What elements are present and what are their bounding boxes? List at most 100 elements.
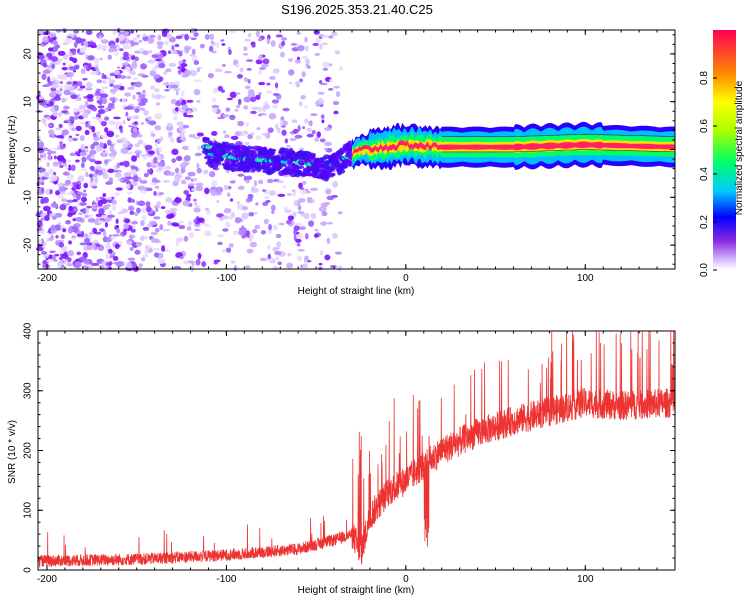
spectrogram-noise-blob: [316, 131, 321, 138]
spectrogram-noise-blob: [59, 80, 64, 85]
spectrogram-noise-blob: [284, 138, 289, 144]
colorbar-ticks: 0.0 0.2 0.4 0.6 0.8: [699, 71, 717, 277]
spectrogram-noise-blob: [295, 233, 304, 239]
spectrogram-noise-blob: [82, 77, 88, 81]
spectrogram-noise-blob: [51, 46, 59, 53]
spectrogram-noise-blob: [135, 152, 140, 159]
spectrogram-noise-blob: [134, 50, 142, 54]
spectrogram-noise-blob: [95, 65, 99, 72]
spectrogram-noise-blob: [97, 220, 105, 224]
spectrogram-noise-blob: [211, 104, 220, 109]
spectrogram-noise-blob: [283, 185, 287, 189]
spectrogram-noise-blob: [338, 66, 343, 71]
spectrogram-noise-blob: [303, 105, 308, 109]
spectrogram-noise-blob: [165, 68, 172, 73]
spectrogram-noise-blob: [52, 147, 59, 151]
spectrogram-noise-blob: [75, 37, 83, 44]
snr-x-tick-label: 0: [403, 574, 409, 585]
spectrogram-noise-blob: [170, 50, 179, 55]
spectrogram-noise-blob: [155, 102, 161, 106]
spectrogram-noise-blob: [217, 116, 223, 120]
spectrogram-noise-blob: [177, 220, 184, 224]
spectrogram-noise-blob: [184, 176, 192, 180]
spectrogram-noise-blob: [109, 83, 114, 87]
spectrogram-noise-blob: [83, 182, 89, 189]
spectrogram-ridge-edge-line: [441, 133, 676, 137]
spectrogram-noise-blob: [167, 220, 172, 226]
spectrogram-noise-blob: [56, 156, 64, 160]
spectrogram-noise-blob: [298, 101, 303, 107]
spectrogram-noise-blob: [155, 238, 160, 244]
spectrogram-noise-blob: [66, 251, 75, 256]
spectrogram-noise-blob: [53, 155, 57, 160]
spectrogram-noise-blob: [107, 120, 116, 124]
spectrogram-noise-blob: [171, 158, 177, 163]
spectrogram-noise-blob: [337, 265, 343, 271]
spectrogram-noise-blob: [186, 193, 192, 198]
spectrogram-noise-blob: [42, 254, 50, 259]
spectrogram-noise-blob: [213, 261, 219, 265]
spectrogram-noise-blob: [301, 56, 309, 60]
spectrogram-noise-blob: [62, 171, 70, 176]
spectrogram-noise-blob: [321, 119, 325, 124]
spectrogram-noise-blob: [105, 252, 110, 259]
spectrogram-noise-blob: [65, 219, 71, 225]
spectrogram-noise-blob: [138, 102, 146, 107]
spectrogram-noise-blob: [146, 162, 152, 168]
spectrogram-noise-blob: [47, 76, 51, 83]
spectrogram-noise-blob: [116, 66, 121, 69]
spectrogram-noise-blob: [104, 150, 109, 154]
spectrogram-noise-blob: [100, 214, 108, 219]
spectrogram-noise-blob: [276, 127, 281, 134]
spectrogram-noise-blob: [134, 83, 139, 87]
spectrogram-noise-blob: [288, 69, 295, 76]
spectrogram-noise-blob: [145, 201, 151, 208]
spectrogram-noise-blob: [212, 107, 218, 113]
spectrogram-noise-blob: [188, 134, 196, 138]
spectrogram-noise-blob: [46, 259, 53, 263]
spectrogram-noise-blob: [119, 40, 127, 45]
spectrogram-noise-blob: [114, 165, 118, 170]
spectrogram-noise-blob: [173, 265, 182, 270]
spectrogram-noise-blob: [56, 74, 62, 78]
spectrogram-noise-blob: [87, 55, 95, 61]
spectrogram-ridge-blob: [231, 159, 239, 164]
spectrogram-noise-blob: [129, 246, 134, 251]
spectrogram-noise-blob: [48, 237, 54, 241]
spectrogram-noise-blob: [119, 75, 127, 80]
spectrogram-noise-blob: [306, 196, 313, 204]
spectrogram-noise-blob: [100, 120, 108, 127]
spectrogram-noise-blob: [121, 208, 129, 214]
spectrogram-noise-blob: [79, 85, 86, 89]
spectrogram-noise-blob: [135, 241, 143, 247]
spectrogram-noise-blob: [266, 82, 271, 86]
spectrogram-noise-blob: [105, 265, 109, 271]
spectrogram-noise-blob: [139, 48, 145, 53]
spectrogram-noise-blob: [52, 110, 58, 117]
spectrogram-noise-blob: [122, 143, 128, 149]
spectrogram-noise-blob: [209, 33, 215, 40]
spectrogram-noise-blob: [296, 45, 305, 52]
spectrogram-noise-blob: [297, 248, 305, 252]
spectrogram-noise-blob: [35, 246, 43, 251]
spectrogram-noise-blob: [276, 180, 284, 184]
spectrogram-noise-blob: [118, 240, 123, 246]
spectrogram-noise-blob: [85, 149, 89, 153]
spectrogram-noise-blob: [62, 158, 67, 164]
spectrogram-noise-blob: [134, 143, 141, 148]
spectrogram-noise-blob: [154, 113, 163, 120]
spectrogram-ridge-blob: [231, 167, 239, 172]
spectrogram-noise-blob: [158, 192, 164, 195]
spectrogram-noise-blob: [85, 207, 89, 214]
spectrogram-noise-blob: [75, 98, 82, 102]
spectrogram-noise-blob: [175, 35, 183, 40]
spectrogram-noise-blob: [168, 62, 177, 67]
spectrogram-noise-blob: [216, 42, 220, 48]
spectrogram-noise-blob: [322, 61, 330, 68]
spectrogram-noise-blob: [37, 141, 45, 148]
spectrogram-noise-blob: [121, 231, 126, 236]
spectrogram-noise-blob: [278, 222, 285, 226]
spectrogram-y-tick-label: -20: [23, 237, 34, 252]
spectrogram-noise-blob: [138, 94, 146, 99]
spectrogram-noise-blob: [161, 245, 166, 252]
